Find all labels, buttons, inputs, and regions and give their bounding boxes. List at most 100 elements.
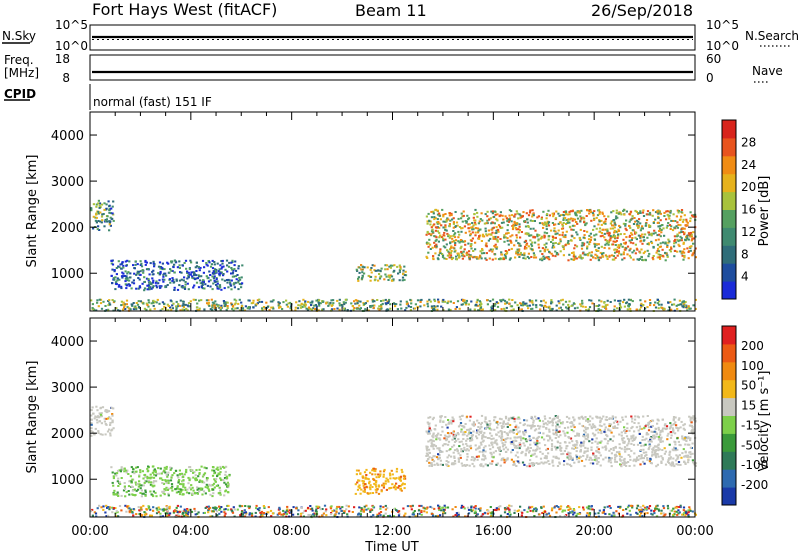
scatter-point [446,243,448,245]
scatter-point [448,309,450,311]
scatter-point [362,475,364,477]
scatter-point [496,301,498,303]
scatter-point [642,461,644,463]
scatter-point [475,227,477,229]
scatter-point [459,454,461,456]
scatter-point [493,416,495,418]
scatter-point [212,475,214,477]
scatter-point [469,223,471,225]
scatter-point [451,250,453,252]
scatter-point [206,302,208,304]
scatter-point [455,239,457,241]
scatter-point [452,230,454,232]
scatter-point [610,237,612,239]
scatter-point [147,278,149,280]
scatter-point [664,453,666,455]
scatter-point [167,489,169,491]
scatter-point [117,480,119,482]
scatter-point [458,445,460,447]
scatter-point [619,421,621,423]
scatter-point [582,306,584,308]
scatter-point [567,214,569,216]
scatter-point [514,257,516,259]
scatter-point [433,223,435,225]
scatter-point [153,491,155,493]
scatter-point [135,308,137,310]
scatter-point [509,437,511,439]
scatter-point [655,456,657,458]
scatter-point [652,425,654,427]
scatter-point [124,305,126,307]
scatter-point [157,282,159,284]
scatter-point [670,220,672,222]
scatter-point [573,462,575,464]
scatter-point [426,455,428,457]
scatter-point [585,451,587,453]
scatter-point [538,234,540,236]
scatter-point [237,288,239,290]
scatter-point [501,431,503,433]
scatter-point [538,428,540,430]
scatter-point [121,275,123,277]
scatter-point [636,507,638,509]
scatter-point [612,440,614,442]
scatter-point [614,235,616,237]
scatter-point [571,421,573,423]
scatter-point [478,455,480,457]
scatter-point [226,260,228,262]
scatter-point [639,210,641,212]
scatter-point [503,459,505,461]
scatter-point [281,308,283,310]
scatter-point [501,440,503,442]
scatter-point [226,282,228,284]
scatter-point [685,224,687,226]
scatter-point [666,438,668,440]
scatter-point [683,233,685,235]
scatter-point [488,240,490,242]
scatter-point [599,257,601,259]
scatter-point [237,307,239,309]
scatter-point [336,300,338,302]
scatter-point [532,236,534,238]
scatter-point [617,255,619,257]
scatter-point [601,418,603,420]
scatter-point [604,223,606,225]
scatter-point [692,216,694,218]
scatter-point [562,299,564,301]
scatter-point [587,418,589,420]
scatter-point [433,242,435,244]
scatter-point [96,217,98,219]
scatter-point [432,257,434,259]
scatter-point [305,304,307,306]
scatter-point [446,438,448,440]
scatter-point [662,457,664,459]
scatter-point [680,457,682,459]
scatter-point [639,252,641,254]
scatter-point [426,216,428,218]
scatter-point [515,429,517,431]
scatter-point [643,215,645,217]
scatter-point [469,257,471,259]
y-tick-label: 3000 [51,175,84,190]
scatter-point [677,224,679,226]
scatter-point [470,233,472,235]
scatter-point [119,505,121,507]
scatter-point [601,425,603,427]
scatter-point [188,288,190,290]
scatter-point [131,282,133,284]
scatter-point [159,287,161,289]
scatter-point [616,427,618,429]
scatter-point [492,210,494,212]
scatter-point [215,269,217,271]
scatter-point [149,309,151,311]
scatter-point [139,471,141,473]
scatter-point [426,453,428,455]
scatter-point [99,299,101,301]
scatter-point [472,224,474,226]
scatter-point [614,224,616,226]
scatter-point [436,309,438,311]
scatter-point [657,464,659,466]
scatter-point [224,280,226,282]
scatter-point [155,480,157,482]
scatter-point [447,251,449,253]
